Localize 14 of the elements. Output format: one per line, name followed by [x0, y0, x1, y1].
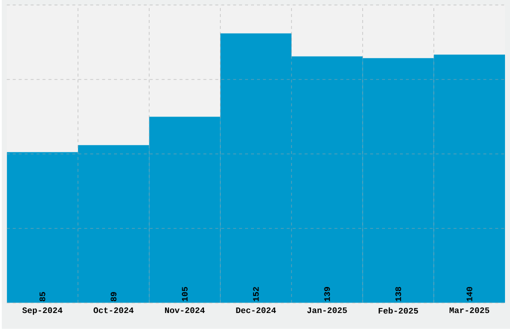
data-label: 89 [110, 292, 116, 302]
x-tick-label: Feb-2025 [378, 307, 418, 314]
data-label: 139 [324, 287, 330, 302]
data-label: 152 [253, 287, 259, 302]
x-tick-label: Sep-2024 [22, 307, 62, 315]
x-tick-label: Dec-2024 [236, 307, 276, 314]
x-tick-label: Mar-2025 [450, 307, 490, 314]
x-tick-label: Oct-2024 [94, 307, 134, 314]
data-label: 85 [40, 292, 46, 302]
x-tick-label: Nov-2024 [165, 307, 205, 314]
x-tick-label: Jan-2025 [307, 307, 347, 314]
data-label: 138 [395, 287, 402, 302]
data-label: 105 [182, 287, 188, 302]
data-label: 140 [466, 287, 472, 302]
